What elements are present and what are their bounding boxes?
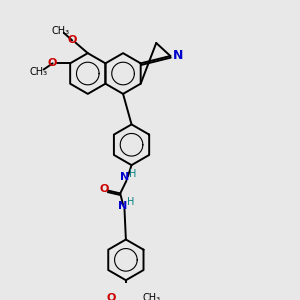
Text: H: H — [129, 169, 136, 179]
Text: CH₃: CH₃ — [51, 26, 69, 35]
Text: O: O — [68, 35, 77, 45]
Text: N: N — [118, 201, 127, 211]
Text: N: N — [172, 49, 183, 62]
Text: O: O — [48, 58, 57, 68]
Text: CH₃: CH₃ — [29, 68, 48, 77]
Text: CH₃: CH₃ — [142, 293, 160, 300]
Text: N: N — [120, 172, 130, 182]
Text: O: O — [106, 293, 116, 300]
Text: H: H — [127, 197, 134, 207]
Text: O: O — [100, 184, 110, 194]
